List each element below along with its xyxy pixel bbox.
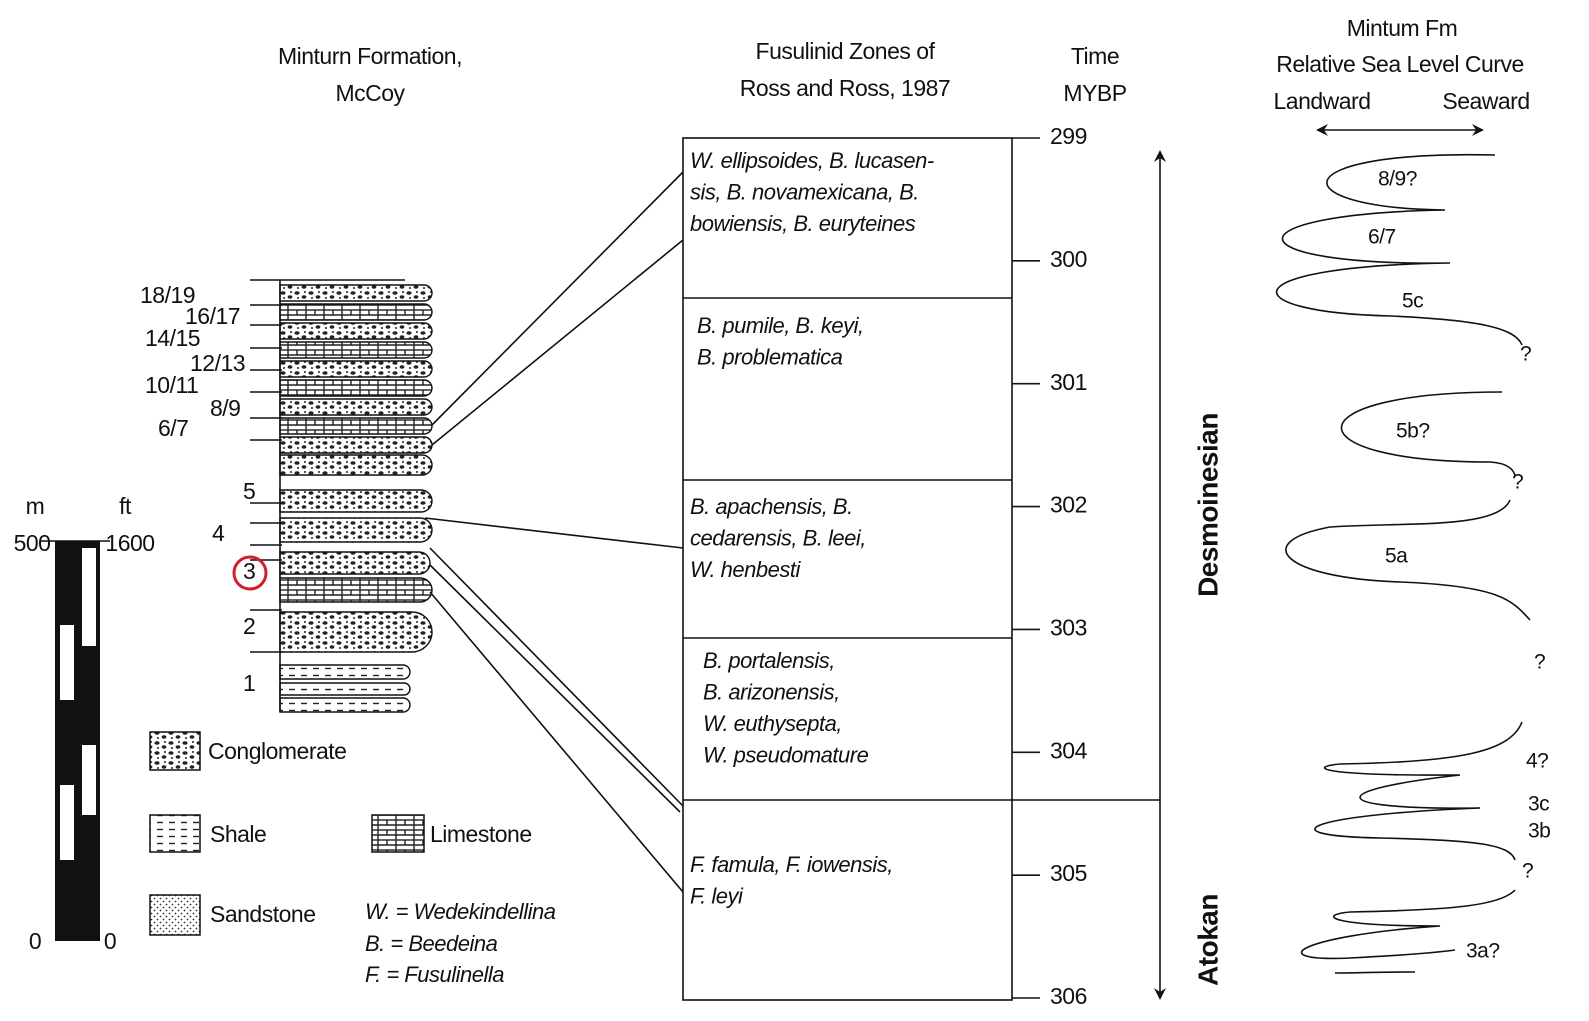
strat-layer [280,418,432,434]
cycle-label: 2 [243,613,255,639]
zone-text: W. henbesti [690,557,801,582]
correlation-lines [425,172,683,892]
strat-layer [280,612,432,652]
time-title: Time [1071,43,1119,69]
curve-label: 4? [1526,750,1548,773]
strat-layer [280,304,432,320]
zone-text: B. problematica [697,344,843,369]
time-label: 305 [1050,860,1087,886]
legend-label: Conglomerate [208,738,346,764]
curve-label: ? [1534,651,1545,674]
curve-label: ? [1520,343,1531,366]
curve-label: 5c [1402,290,1423,313]
strat-layer [280,342,432,358]
abbreviation: F. = Fusulinella [365,962,504,987]
cycle-label: 10/11 [145,372,198,398]
cycle-label: 6/7 [158,415,188,441]
strat-layer [280,380,432,396]
column-title: McCoy [335,80,405,106]
strat-layer [280,437,432,453]
strat-layer [280,698,410,712]
zone-text: bowiensis, B. euryteines [690,211,916,236]
zone-text: sis, B. novamexicana, B. [690,179,919,204]
cycle-label: 8/9 [210,395,240,421]
time-label: 300 [1050,246,1087,272]
seaward-label: Seaward [1442,88,1529,114]
curve-label: 3a? [1466,940,1500,963]
curve-title: Mintum Fm [1347,15,1458,41]
time-label: 306 [1050,983,1087,1009]
cycle-label: 14/15 [145,325,200,351]
abbreviation: W. = Wedekindellina [365,899,556,924]
abbreviation: B. = Beedeina [365,931,498,956]
scale-value: 0 [104,928,116,954]
landward-label: Landward [1273,88,1370,114]
zone-text: B. portalensis, [703,648,835,673]
curve-label: 3b [1528,820,1550,843]
time-label: 304 [1050,737,1088,763]
strat-layer [280,361,432,377]
time-label: 303 [1050,615,1087,641]
scale-unit: ft [119,493,132,519]
zone-text: F. famula, F. iowensis, [690,852,893,877]
curve-label: 8/9? [1378,168,1417,191]
zone-text: B. pumile, B. keyi, [697,313,864,338]
time-scale: 299 300 301 302 303 304 305 306 [1012,123,1088,1009]
legend-label: Sandstone [210,901,315,927]
curve-label: 3c [1528,793,1549,816]
scale-bar [40,541,110,941]
strat-layer [280,578,432,602]
scale-unit: m [26,493,45,519]
stage-label: Desmoinesian [1192,413,1223,597]
stage-label: Atokan [1192,894,1223,986]
zones-title: Fusulinid Zones of [756,38,936,64]
cycle-label: 5 [243,478,255,504]
zone-text: F. leyi [690,883,744,908]
curve-label: 5a [1385,545,1408,568]
curve-label: ? [1522,860,1533,883]
zones-title: Ross and Ross, 1987 [740,75,950,101]
legend-label: Limestone [430,821,532,847]
curve-title: Relative Sea Level Curve [1276,51,1524,77]
figure: Minturn Formation, McCoy Fusulinid Zones… [0,0,1589,1021]
strat-layer [280,399,432,415]
time-label: 302 [1050,492,1087,518]
strat-layer [280,665,410,679]
zone-text: W. pseudomature [703,742,869,767]
zone-text: W. ellipsoides, B. lucasen- [690,148,934,173]
strat-layer [280,552,430,574]
strat-layer [280,323,432,339]
strat-layer [280,455,432,475]
curve-label: 6/7 [1368,226,1396,249]
scale-value: 500 [14,530,51,556]
legend-label: Shale [210,821,266,847]
time-label: 299 [1050,123,1087,149]
time-title: MYBP [1063,80,1126,106]
cycle-label: 3 [243,558,255,584]
cycle-label: 4 [212,520,225,546]
scale-value: 0 [29,928,41,954]
curve-labels: 8/9? 6/7 5c? 5b?? 5a? 4? 3c 3b? 3a? [1368,168,1550,963]
strat-layer [280,518,432,542]
zone-text: B. arizonensis, [703,679,840,704]
curve-label: 5b? [1396,420,1430,443]
cycle-label: 1 [243,670,255,696]
zone-text: B. apachensis, B. [690,494,853,519]
curve-label: ? [1512,471,1523,494]
column-title: Minturn Formation, [278,43,462,69]
strat-layer [280,490,432,512]
zone-texts: W. ellipsoides, B. lucasen-sis, B. novam… [690,148,934,909]
strat-layer [280,285,432,301]
time-label: 301 [1050,369,1087,395]
strat-layer [280,683,410,695]
scale-value: 1600 [105,530,154,556]
zone-text: W. euthysepta, [703,711,842,736]
zone-text: cedarensis, B. leei, [690,525,866,550]
